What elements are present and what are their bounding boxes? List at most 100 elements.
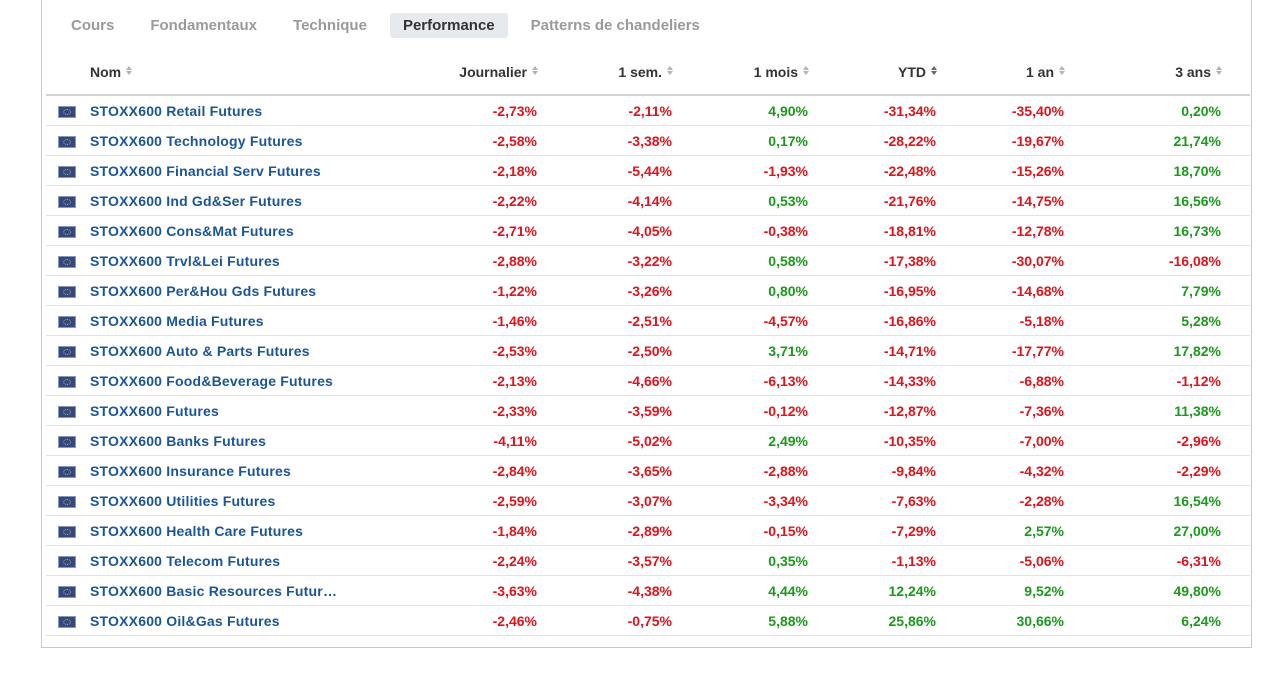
eu-flag-icon [58,525,76,538]
sort-icon[interactable] [1216,65,1224,76]
column-header-journalier[interactable]: Journalier [390,60,566,96]
eu-flag-icon [58,495,76,508]
performance-ytd-cell: -1,13% [837,545,965,576]
performance-1-mois-cell: 2,49% [701,425,837,456]
eu-flag-icon [58,555,76,568]
column-header-label: 1 mois [753,64,798,80]
column-header-3-ans[interactable]: 3 ans [1093,60,1250,96]
sort-icon[interactable] [931,65,939,76]
performance-journalier-cell: -2,58% [390,125,566,156]
sort-icon[interactable] [667,65,675,76]
table-row[interactable]: STOXX600 Ind Gd&Ser Futures -2,22% -4,14% 0… [46,185,1250,216]
tab-fondamentaux[interactable]: Fondamentaux [150,17,258,34]
table-row[interactable]: STOXX600 Basic Resources Futur… -3,63% -4,… [46,575,1250,606]
sort-icon[interactable] [1059,65,1067,76]
tab-cours[interactable]: Cours [71,17,115,34]
eu-flag-icon [58,285,76,298]
instrument-link[interactable]: STOXX600 Media Futures [90,312,264,329]
sort-icon[interactable] [532,65,540,76]
instrument-link[interactable]: STOXX600 Basic Resources Futur… [90,582,338,599]
table-row[interactable]: STOXX600 Futures -2,33% -3,59% -0,12% -12,87… [46,395,1250,426]
instrument-link[interactable]: STOXX600 Banks Futures [90,432,267,449]
instrument-link[interactable]: STOXX600 Technology Futures [90,132,303,149]
eu-flag-icon [58,135,76,148]
instrument-link[interactable]: STOXX600 Financial Serv Futures [90,162,321,179]
sort-icon[interactable] [803,65,811,76]
flag-cell [46,335,90,366]
performance-1-an-cell: -30,07% [965,245,1093,276]
tab-patterns-de-chandeliers[interactable]: Patterns de chandeliers [530,17,700,34]
table-row[interactable]: STOXX600 Telecom Futures -2,24% -3,57% 0,35… [46,545,1250,576]
table-row[interactable]: STOXX600 Auto & Parts Futures -2,53% -2,50… [46,335,1250,366]
performance-ytd-cell: -22,48% [837,155,965,186]
column-header-ytd[interactable]: YTD [837,60,965,96]
performance-1-mois-cell: -0,12% [701,395,837,426]
performance-1-mois-cell: -1,93% [701,155,837,186]
instrument-link[interactable]: STOXX600 Auto & Parts Futures [90,342,310,359]
performance-ytd-cell: -14,71% [837,335,965,366]
performance-1-mois-cell: 0,58% [701,245,837,276]
table-row[interactable]: STOXX600 Oil&Gas Futures -2,46% -0,75% 5,88… [46,605,1250,636]
column-header-1-an[interactable]: 1 an [965,60,1093,96]
performance-ytd-cell: 25,86% [837,605,965,636]
instrument-link[interactable]: STOXX600 Trvl&Lei Futures [90,252,280,269]
tab-technique[interactable]: Technique [293,17,367,34]
performance-1-sem-cell: -5,44% [566,155,701,186]
table-row[interactable]: STOXX600 Media Futures -1,46% -2,51% -4,57%… [46,305,1250,336]
instrument-link[interactable]: STOXX600 Cons&Mat Futures [90,222,294,239]
instrument-name-cell: STOXX600 Trvl&Lei Futures [90,245,390,276]
performance-journalier-cell: -3,63% [390,575,566,606]
instrument-name-cell: STOXX600 Food&Beverage Futures [90,365,390,396]
column-header-1-mois[interactable]: 1 mois [701,60,837,96]
flag-cell [46,545,90,576]
column-header-nom[interactable]: Nom [90,60,390,96]
table-row[interactable]: STOXX600 Trvl&Lei Futures -2,88% -3,22% 0,5… [46,245,1250,276]
eu-flag-icon [58,195,76,208]
performance-3-ans-cell: -2,29% [1093,455,1250,486]
instrument-link[interactable]: STOXX600 Ind Gd&Ser Futures [90,192,303,209]
instrument-link[interactable]: STOXX600 Futures [90,402,219,419]
performance-1-mois-cell: -0,15% [701,515,837,546]
tab-performance[interactable]: Performance [389,13,508,38]
performance-1-sem-cell: -3,38% [566,125,701,156]
instrument-name-cell: STOXX600 Auto & Parts Futures [90,335,390,366]
table-row[interactable]: STOXX600 Cons&Mat Futures -2,71% -4,05% -0,… [46,215,1250,246]
flag-cell [46,455,90,486]
instrument-name-cell: STOXX600 Oil&Gas Futures [90,605,390,636]
table-row[interactable]: STOXX600 Utilities Futures -2,59% -3,07% -3… [46,485,1250,516]
performance-1-an-cell: -12,78% [965,215,1093,246]
instrument-link[interactable]: STOXX600 Health Care Futures [90,522,304,539]
performance-3-ans-cell: 17,82% [1093,335,1250,366]
eu-flag-icon [58,375,76,388]
table-body: STOXX600 Retail Futures -2,73% -2,11% 4,90%… [46,95,1250,636]
table-row[interactable]: STOXX600 Insurance Futures -2,84% -3,65% -2… [46,455,1250,486]
table-row[interactable]: STOXX600 Technology Futures -2,58% -3,38% 0… [46,125,1250,156]
sort-icon[interactable] [126,65,134,76]
performance-journalier-cell: -2,71% [390,215,566,246]
flag-cell [46,245,90,276]
column-header-1-sem[interactable]: 1 sem. [566,60,701,96]
instrument-link[interactable]: STOXX600 Telecom Futures [90,552,281,569]
instrument-link[interactable]: STOXX600 Food&Beverage Futures [90,372,334,389]
performance-ytd-cell: 12,24% [837,575,965,606]
table-row[interactable]: STOXX600 Per&Hou Gds Futures -1,22% -3,26%… [46,275,1250,306]
instrument-name-cell: STOXX600 Media Futures [90,305,390,336]
performance-ytd-cell: -16,86% [837,305,965,336]
instrument-link[interactable]: STOXX600 Per&Hou Gds Futures [90,282,317,299]
performance-1-an-cell: -35,40% [965,95,1093,126]
table-row[interactable]: STOXX600 Financial Serv Futures -2,18% -5,… [46,155,1250,186]
table-row[interactable]: STOXX600 Banks Futures -4,11% -5,02% 2,49% -… [46,425,1250,456]
instrument-link[interactable]: STOXX600 Insurance Futures [90,462,292,479]
table-row[interactable]: STOXX600 Health Care Futures -1,84% -2,89%… [46,515,1250,546]
column-header-label: 1 an [1025,64,1054,80]
performance-3-ans-cell: 21,74% [1093,125,1250,156]
performance-1-mois-cell: 0,80% [701,275,837,306]
table-row[interactable]: STOXX600 Food&Beverage Futures -2,13% -4,6… [46,365,1250,396]
instrument-name-cell: STOXX600 Cons&Mat Futures [90,215,390,246]
instrument-link[interactable]: STOXX600 Oil&Gas Futures [90,612,280,629]
table-row[interactable]: STOXX600 Retail Futures -2,73% -2,11% 4,90%… [46,95,1250,126]
performance-1-mois-cell: 0,17% [701,125,837,156]
instrument-link[interactable]: STOXX600 Utilities Futures [90,492,276,509]
performance-1-an-cell: -7,36% [965,395,1093,426]
instrument-link[interactable]: STOXX600 Retail Futures [90,102,263,119]
